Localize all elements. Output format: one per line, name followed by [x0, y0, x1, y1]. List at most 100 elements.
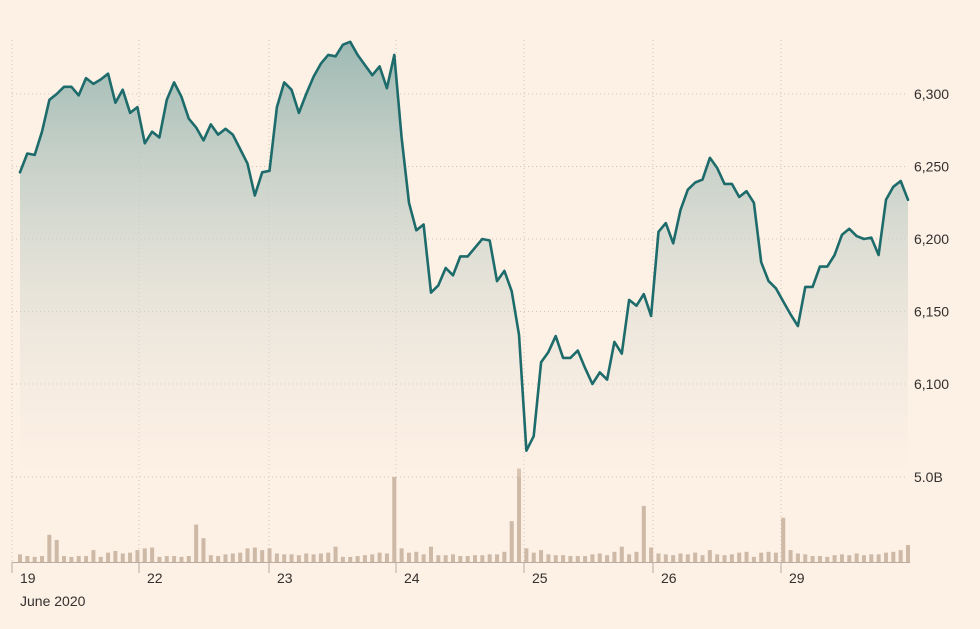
volume-bar: [715, 554, 720, 562]
volume-bar: [832, 555, 837, 562]
volume-bar: [164, 556, 169, 562]
volume-bar: [810, 556, 815, 562]
volume-bar: [128, 552, 133, 562]
volume-bar: [17, 554, 23, 562]
volume-bar: [619, 546, 624, 562]
volume-bar: [318, 553, 323, 562]
volume-bar: [135, 550, 140, 562]
volume-bar: [289, 554, 294, 562]
volume-bar: [340, 556, 345, 562]
x-tick-label: 19: [20, 570, 36, 586]
volume-bar: [450, 554, 455, 562]
volume-bar: [751, 556, 756, 562]
volume-bar: [230, 553, 235, 562]
volume-bar: [854, 553, 859, 562]
volume-bar: [744, 551, 749, 562]
volume-bar: [40, 556, 45, 562]
volume-bar: [238, 552, 243, 562]
volume-bar: [406, 552, 411, 562]
volume-bar: [531, 552, 536, 562]
volume-bar: [605, 555, 610, 562]
volume-bar: [304, 553, 309, 562]
volume-bar: [487, 554, 492, 562]
volume-bar: [252, 547, 257, 562]
volume-bar: [509, 521, 514, 562]
volume-bar: [428, 546, 433, 562]
volume-bar: [700, 555, 705, 562]
volume-bar: [120, 553, 125, 562]
volume-bar: [634, 551, 639, 562]
volume-bar: [267, 548, 272, 562]
volume-bar: [480, 555, 485, 562]
volume-bar: [113, 550, 118, 562]
price-series-line: [18, 40, 910, 452]
volume-bar: [443, 555, 448, 562]
volume-bar: [91, 550, 96, 562]
volume-bar: [825, 556, 830, 562]
volume-bar: [201, 538, 206, 562]
volume-bar: [656, 553, 661, 562]
volume-bar: [546, 554, 551, 562]
volume-bar: [502, 551, 507, 562]
volume-bar: [663, 554, 668, 562]
volume-bar: [678, 553, 683, 562]
volume-bar: [179, 556, 184, 562]
volume-bar: [355, 556, 360, 562]
volume-bar: [245, 548, 250, 562]
volume-bar: [157, 556, 162, 562]
volume-bar: [84, 556, 89, 562]
volume-bar: [707, 550, 712, 562]
volume-bar: [348, 556, 353, 562]
volume-bar: [898, 550, 903, 562]
volume-bar: [377, 552, 382, 562]
volume-bar: [274, 553, 279, 562]
volume-bar: [436, 555, 441, 562]
volume-bar: [737, 552, 742, 562]
y-tick-label: 6,250: [914, 159, 949, 175]
x-tick-label: 22: [147, 570, 163, 586]
volume-bar: [399, 548, 404, 562]
volume-bar: [370, 554, 375, 562]
volume-bar: [671, 555, 676, 562]
volume-bar: [32, 556, 37, 562]
volume-bar: [98, 556, 103, 562]
volume-bar: [722, 555, 727, 562]
x-tick-label: 29: [789, 570, 805, 586]
volume-bar: [47, 534, 52, 562]
volume-bar: [223, 554, 228, 562]
volume-bar: [553, 555, 558, 562]
volume-bar: [458, 556, 463, 562]
volume-bar: [216, 556, 221, 562]
volume-bar: [641, 505, 646, 562]
volume-bar: [685, 554, 690, 562]
x-tick-label: 25: [532, 570, 548, 586]
volume-bar: [883, 552, 888, 562]
volume-bar: [561, 555, 566, 562]
volume-bar: [465, 556, 470, 562]
volume-bars: [17, 468, 911, 562]
volume-bar: [282, 554, 287, 562]
x-tick-label: 26: [661, 570, 677, 586]
volume-bar: [473, 555, 478, 562]
volume-bar: [172, 556, 177, 562]
volume-bar: [627, 554, 632, 562]
volume-bar: [869, 554, 874, 562]
volume-bar: [311, 554, 316, 562]
volume-bar: [194, 524, 199, 562]
volume-bar: [326, 552, 331, 562]
volume-bar: [362, 555, 367, 562]
volume-bar: [876, 554, 881, 562]
x-axis-month-label: June 2020: [20, 593, 86, 609]
volume-bar: [333, 546, 338, 562]
x-tick-label: 24: [404, 570, 420, 586]
price-area: [20, 41, 908, 478]
volume-bar: [517, 468, 522, 562]
volume-bar: [597, 553, 602, 562]
volume-bar: [186, 556, 191, 562]
y-tick-label: 6,150: [914, 304, 949, 320]
volume-bar: [847, 555, 852, 562]
volume-bar: [150, 547, 155, 562]
volume-bar: [861, 555, 866, 562]
volume-bar: [260, 550, 265, 562]
